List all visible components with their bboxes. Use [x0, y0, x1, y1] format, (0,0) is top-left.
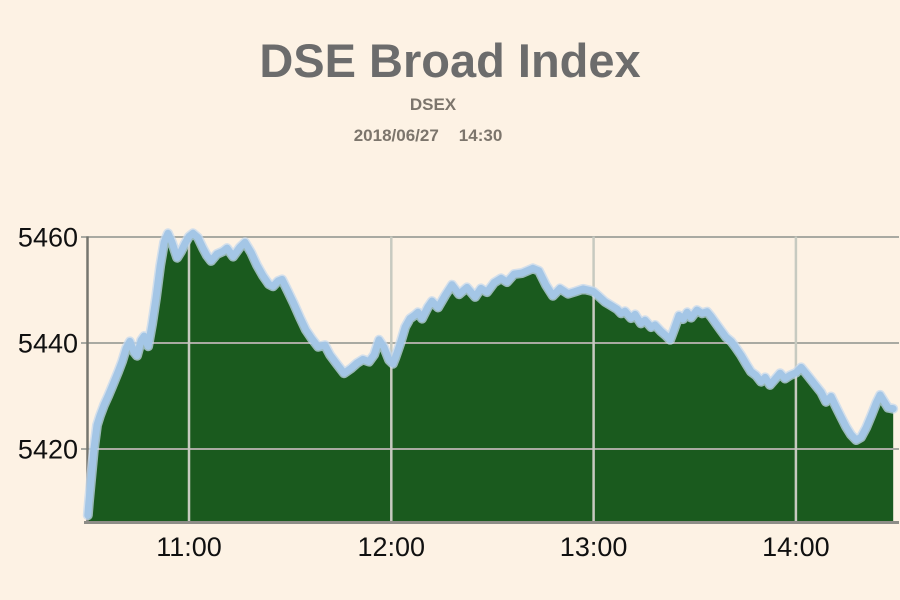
chart-time: 14:30 [458, 126, 503, 145]
x-tick-label: 12:00 [358, 532, 426, 562]
chart-subtitle: DSEX [409, 95, 457, 114]
x-tick-label: 13:00 [560, 532, 628, 562]
chart-date: 2018/06/27 [353, 126, 439, 145]
x-tick-label: 11:00 [156, 532, 222, 562]
y-tick-label: 5420 [18, 435, 78, 465]
price-line [84, 229, 897, 519]
y-tick-label: 5440 [18, 329, 78, 359]
chart-title: DSE Broad Index [259, 34, 641, 87]
x-tick-label: 14:00 [762, 532, 830, 562]
y-tick-label: 5460 [18, 223, 78, 253]
chart-datetime: 2018/06/27 14:30 [0, 126, 856, 146]
